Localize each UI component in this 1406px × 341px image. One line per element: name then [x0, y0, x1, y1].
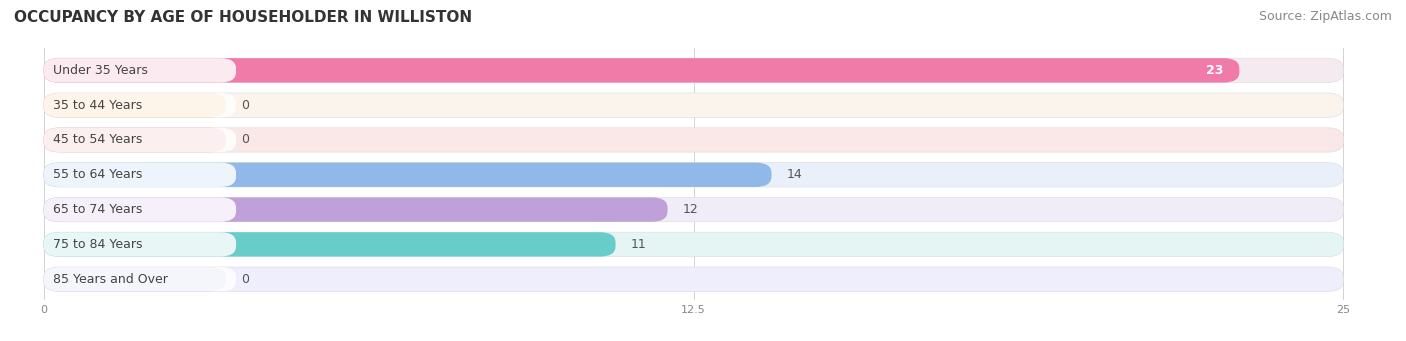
Text: 55 to 64 Years: 55 to 64 Years	[53, 168, 142, 181]
FancyBboxPatch shape	[44, 197, 668, 222]
FancyBboxPatch shape	[44, 267, 1343, 291]
FancyBboxPatch shape	[44, 93, 1343, 117]
FancyBboxPatch shape	[44, 163, 236, 187]
Text: 0: 0	[242, 133, 249, 147]
FancyBboxPatch shape	[44, 232, 1343, 256]
FancyBboxPatch shape	[44, 128, 1343, 152]
Text: 12: 12	[683, 203, 699, 216]
Text: 0: 0	[242, 273, 249, 286]
Text: 45 to 54 Years: 45 to 54 Years	[53, 133, 142, 147]
FancyBboxPatch shape	[44, 267, 225, 291]
Text: 75 to 84 Years: 75 to 84 Years	[53, 238, 142, 251]
Text: OCCUPANCY BY AGE OF HOUSEHOLDER IN WILLISTON: OCCUPANCY BY AGE OF HOUSEHOLDER IN WILLI…	[14, 10, 472, 25]
Text: 85 Years and Over: 85 Years and Over	[53, 273, 167, 286]
FancyBboxPatch shape	[44, 197, 1343, 222]
FancyBboxPatch shape	[44, 163, 1343, 187]
Text: Under 35 Years: Under 35 Years	[53, 64, 148, 77]
FancyBboxPatch shape	[44, 232, 236, 256]
FancyBboxPatch shape	[44, 197, 236, 222]
FancyBboxPatch shape	[44, 93, 236, 117]
Text: 14: 14	[787, 168, 803, 181]
Text: Source: ZipAtlas.com: Source: ZipAtlas.com	[1258, 10, 1392, 23]
FancyBboxPatch shape	[44, 128, 225, 152]
Text: 11: 11	[631, 238, 647, 251]
Text: 23: 23	[1206, 64, 1223, 77]
FancyBboxPatch shape	[44, 58, 1343, 83]
FancyBboxPatch shape	[44, 93, 225, 117]
Text: 35 to 44 Years: 35 to 44 Years	[53, 99, 142, 112]
Text: 65 to 74 Years: 65 to 74 Years	[53, 203, 142, 216]
FancyBboxPatch shape	[44, 163, 772, 187]
FancyBboxPatch shape	[44, 232, 616, 256]
FancyBboxPatch shape	[44, 58, 1239, 83]
Text: 0: 0	[242, 99, 249, 112]
FancyBboxPatch shape	[44, 128, 236, 152]
FancyBboxPatch shape	[44, 58, 236, 83]
FancyBboxPatch shape	[44, 267, 236, 291]
